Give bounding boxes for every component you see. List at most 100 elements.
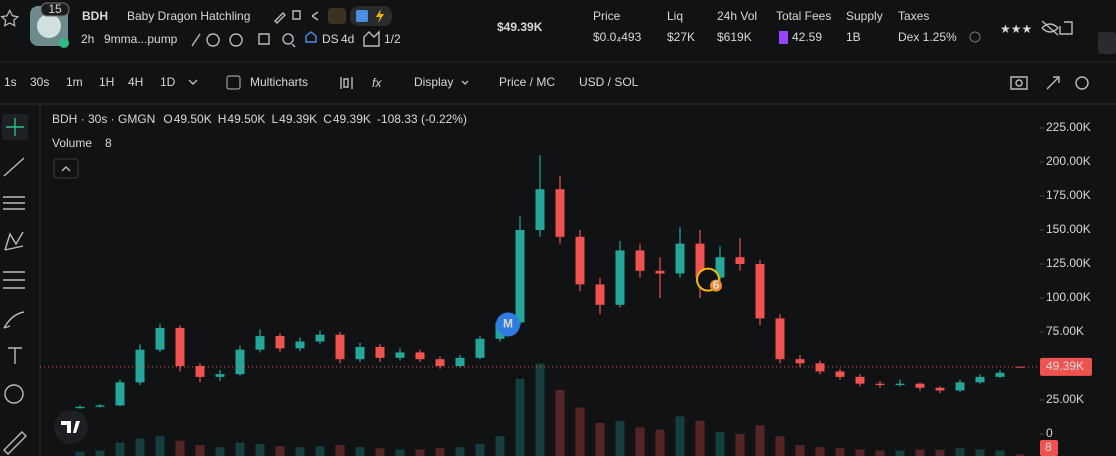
volume-bar [575,407,585,456]
y-tick-label: 0 [1046,426,1053,440]
group-icon[interactable] [328,8,346,24]
ohlc-key: L [271,112,278,126]
currency[interactable]: USD / SOL [579,75,639,89]
candle-body [275,336,285,349]
display-dropdown[interactable] [461,80,469,85]
fib-tool[interactable] [3,196,25,210]
volume-bar [315,446,325,456]
volume-bar [775,436,785,456]
marker-label: 6 [713,278,720,292]
volume-bar [235,442,245,456]
market-cap: $49.39K [497,20,543,34]
event-marker[interactable] [496,312,520,337]
candle-body [515,230,525,323]
candle-body [835,371,845,377]
candle-body [75,406,85,409]
volume-bar [715,431,725,456]
candle-body [935,387,945,391]
favorite[interactable] [0,8,20,27]
fees-icon [779,31,788,44]
candle-body [615,250,625,305]
marker-badge [710,279,722,292]
help-icon[interactable] [969,31,981,43]
candle-body [995,372,1005,377]
forecast-tool[interactable] [3,271,25,289]
stat-label: Liq [667,9,683,23]
intervals: 1s 30s 1m 1H 4H 1D [4,75,176,89]
text-tool[interactable] [8,347,22,364]
price-mc[interactable]: Price / MC [499,75,555,89]
brush-tool[interactable] [3,311,25,329]
pattern-tool[interactable] [4,231,24,251]
toolbar-icons[interactable] [1010,76,1089,90]
volume-bar [915,449,925,456]
volume-bar [815,447,825,456]
link-icons[interactable] [191,33,296,48]
emoji-tool[interactable] [4,384,24,404]
checkbox[interactable] [226,75,241,90]
tag-icon [356,10,368,22]
interval[interactable]: 1m [66,75,83,89]
ruler-tool[interactable] [3,431,27,455]
crosshair-tool[interactable] [6,118,24,136]
age: 2h [81,32,94,46]
candle-body [175,327,185,367]
candle-body [415,352,425,360]
candle-body [695,243,705,278]
volume-bar [975,449,985,456]
candle-body [215,374,225,377]
y-tick-label: 200.00K [1046,154,1091,168]
volume-bar [415,449,425,456]
ratio: 1/2 [384,32,401,46]
candle-body [335,334,345,360]
last-price-label: 49.39K [1046,359,1084,373]
volume-bar [875,450,885,456]
ds: DS [322,32,339,46]
interval[interactable]: 30s [30,75,49,89]
candle-body [115,382,125,406]
volume-bar [275,446,285,456]
volume-bar [335,445,345,456]
action-icons[interactable] [274,10,319,24]
line-tool[interactable] [3,157,25,177]
interval[interactable]: 4H [128,75,143,89]
change: -108.33 (-0.22%) [377,112,467,126]
chart-title: BDH · 30s · GMGN [52,112,155,126]
avatar-image [37,14,61,38]
volume-tag [1040,440,1058,456]
interval[interactable]: 1D [160,75,176,89]
collapse-icon[interactable] [61,166,71,172]
display[interactable]: Display [414,75,453,89]
candle-body [395,352,405,358]
y-tick-label: 75.00K [1046,324,1084,338]
candle-body [635,250,645,271]
drawing-tools[interactable] [2,114,28,455]
window-icons[interactable] [1041,20,1073,36]
symbol: BDH [82,9,108,23]
volume-bar [855,449,865,456]
candle-body [475,338,485,358]
volume-bar [495,436,505,456]
interval-dropdown[interactable] [188,79,198,85]
candle-body [295,341,305,349]
indicator-icon[interactable]: fx [372,76,382,90]
interval[interactable]: 1s [4,75,17,89]
volume-bar [1015,454,1025,456]
holder-icon [363,30,380,47]
interval[interactable]: 1H [99,75,114,89]
chart-type-icon[interactable] [340,77,353,89]
candle-body [675,243,685,274]
volume-bar [95,450,105,456]
volume-bar [295,447,305,456]
stat-label: Price [593,9,621,23]
candle-body [755,264,765,319]
volume-bar [115,442,125,456]
volume-bar [755,425,765,456]
volume-bar [655,429,665,456]
multicharts[interactable]: Multicharts [250,75,308,89]
candle-body [195,366,205,377]
candle-body [795,359,805,364]
side-button[interactable] [1098,32,1116,54]
collapse-button[interactable] [53,158,79,179]
y-tick-label: 100.00K [1046,290,1091,304]
